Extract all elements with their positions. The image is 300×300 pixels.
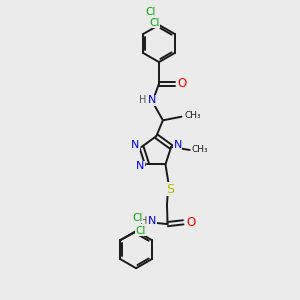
Text: Cl: Cl	[132, 213, 143, 223]
Text: N: N	[131, 140, 139, 150]
Text: CH₃: CH₃	[191, 146, 208, 154]
Text: O: O	[178, 77, 187, 90]
Text: N: N	[148, 216, 156, 226]
Text: O: O	[186, 216, 195, 229]
Text: N: N	[148, 95, 156, 106]
Text: H: H	[140, 216, 147, 226]
Text: CH₃: CH₃	[184, 111, 201, 120]
Text: N: N	[136, 161, 145, 171]
Text: S: S	[166, 182, 174, 196]
Text: N: N	[173, 140, 182, 150]
Text: Cl: Cl	[146, 7, 156, 17]
Text: H: H	[139, 95, 146, 106]
Text: Cl: Cl	[136, 226, 146, 236]
Text: Cl: Cl	[149, 18, 160, 28]
